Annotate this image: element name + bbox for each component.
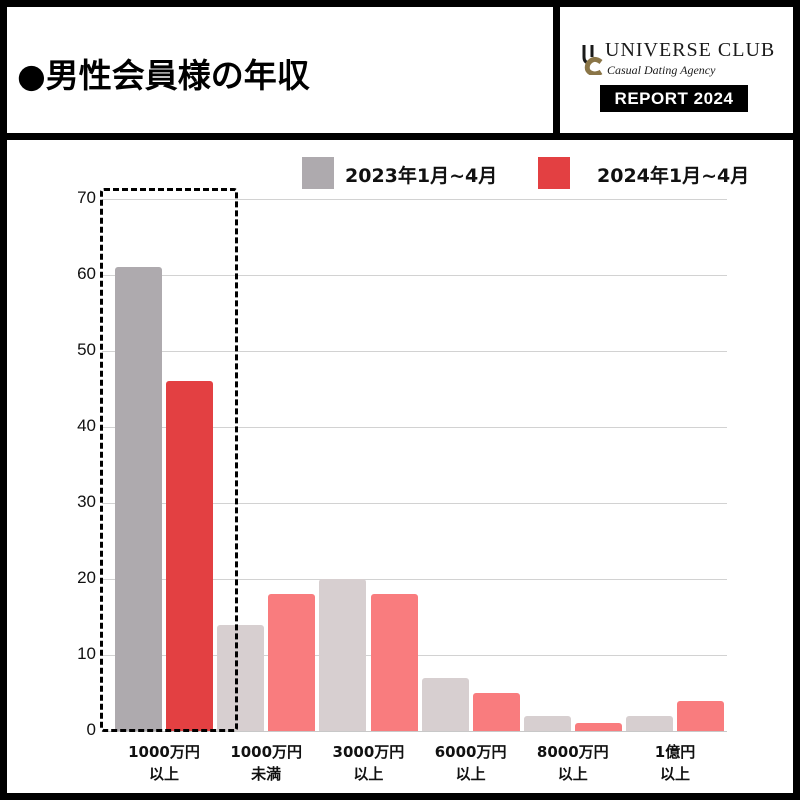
bar-2023-cat6 [626, 715, 673, 731]
x-axis-label: 6000万円 以上 [420, 741, 522, 785]
y-tick-label: 30 [77, 492, 96, 511]
x-axis-baseline [102, 731, 727, 732]
bar-2023-cat1 [115, 267, 162, 731]
chart-panel: 2023年1月~4月 2024年1月~4月 0 10 20 30 40 50 60 70 1000… [7, 140, 793, 793]
logo-name: UNIVERSE CLUB [605, 39, 776, 61]
gridline [102, 351, 727, 352]
bar-2023-cat5 [523, 715, 571, 731]
logo-tagline: Casual Dating Agency [607, 63, 716, 77]
x-axis-label: 1000万円 未満 [215, 741, 317, 785]
x-axis-label-line: 6000万円 [434, 743, 507, 761]
y-tick-label: 40 [77, 416, 96, 435]
x-axis-label-line: 以上 [455, 765, 486, 783]
report-badge: REPORT 2024 [600, 85, 748, 112]
x-axis-label: 1億円以上 [624, 741, 726, 785]
gridline [102, 579, 727, 580]
title-panel: ●男性会員様の年収 [7, 7, 553, 133]
x-axis-label: 8000万円 以上 [522, 741, 624, 785]
x-axis-label-line: 以上 [557, 765, 588, 783]
y-tick-label: 50 [77, 340, 96, 359]
highlight-dashed-box [100, 188, 238, 732]
bar-2024-cat1 [166, 381, 214, 731]
bar-2023-cat2 [217, 624, 265, 731]
x-axis-label-line: 1000万円 [128, 743, 200, 761]
x-axis-label-line: 1000万円 [230, 743, 303, 761]
x-axis-label-line: 以上 [659, 765, 690, 783]
bar-2024-cat4 [472, 693, 520, 731]
x-axis-label-line: 以上 [353, 765, 384, 783]
gridline [102, 503, 727, 504]
x-axis-label-line: 8000万円 [536, 743, 609, 761]
bar-2024-cat3 [370, 594, 418, 731]
y-tick-label: 60 [77, 264, 96, 283]
y-tick-label: 0 [86, 720, 96, 739]
legend-label-2: 2024年1月~4月 [597, 165, 750, 187]
logo-panel: UNIVERSE CLUB Casual Dating Agency REPOR… [560, 7, 793, 133]
gridline [102, 427, 727, 428]
x-axis-label: 3000万円 以上 [317, 741, 419, 785]
bar-2024-cat6 [677, 700, 725, 731]
x-axis-label-line: 3000万円 [332, 743, 405, 761]
gridline [102, 275, 727, 276]
y-tick-label: 20 [77, 568, 96, 587]
x-axis-label: 1000万円 以上 [113, 741, 215, 785]
legend-swatch-2 [538, 157, 570, 189]
bar-2024-cat2 [268, 594, 316, 731]
x-axis-label-line: 1億円 [654, 743, 696, 761]
page-title: ●男性会員様の年収 [17, 56, 310, 95]
bar-2023-cat3 [319, 579, 367, 731]
gridline [102, 199, 727, 200]
x-axis-label-line: 未満 [251, 765, 282, 783]
universe-club-logo-icon [582, 45, 603, 75]
bar-2023-cat4 [421, 677, 469, 731]
y-tick-label: 10 [77, 644, 96, 663]
bar-2024-cat5 [574, 723, 622, 731]
x-axis-label-line: 以上 [148, 765, 179, 783]
y-tick-label: 70 [77, 188, 96, 207]
legend-swatch-1 [302, 157, 334, 189]
legend-label-1: 2023年1月~4月 [345, 165, 498, 187]
